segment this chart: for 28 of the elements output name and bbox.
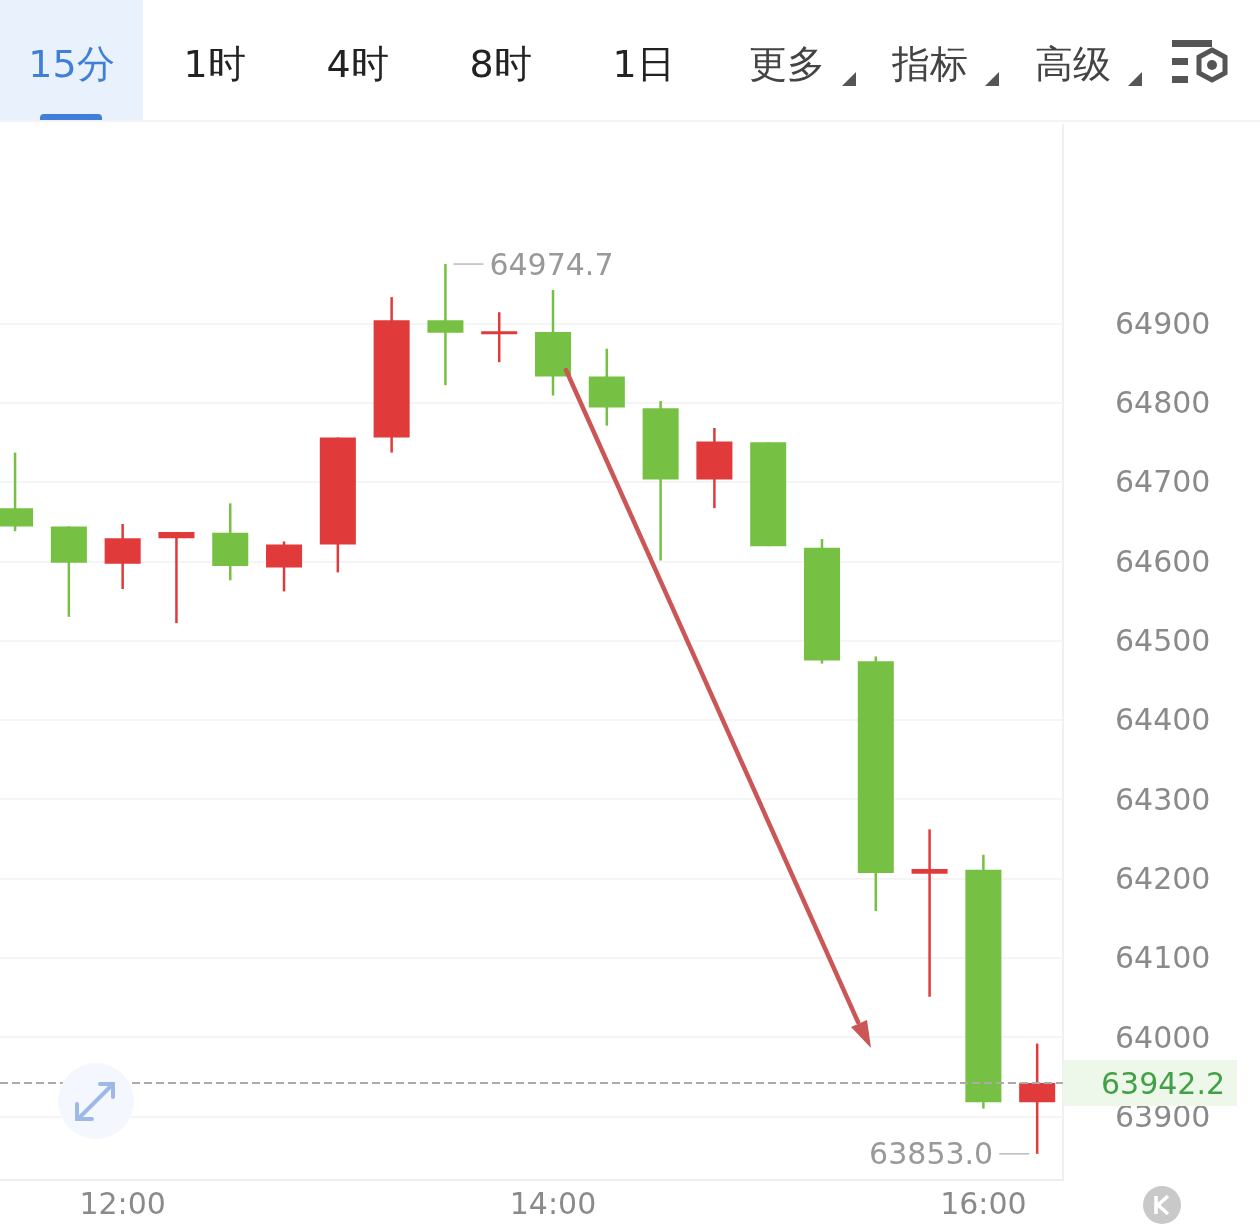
text: 高级 [1033,41,1112,88]
y-tick-label: 64100 [1115,940,1211,976]
text: 4时 [325,41,390,88]
text: 更多 [747,41,826,88]
candlestick [481,310,518,364]
candlestick [911,828,948,999]
y-tick-label: 64200 [1115,861,1211,897]
y-tick-label: 64000 [1115,1019,1211,1055]
y-tick-label: 64500 [1115,623,1211,659]
y-tick-label: 64400 [1115,702,1211,738]
y-tick-label: 64300 [1115,781,1211,817]
x-tick-label: 14:00 [509,1185,597,1221]
text: 8时 [468,41,533,88]
y-tick-label: 64600 [1115,543,1211,579]
x-tick-label: 12:00 [79,1185,166,1221]
candlestick [158,530,195,625]
text: 15分 [0,0,143,120]
text: 指标 [890,41,969,88]
y-tick-label: 64800 [1115,385,1211,421]
y-tick-label: 64900 [1115,305,1211,341]
text: 1日 [611,41,676,88]
x-tick-label: 16:00 [940,1185,1027,1221]
annotation: 64974.7 [489,246,614,282]
text: 1时 [182,41,247,88]
y-tick-label: 63900 [1115,1099,1211,1135]
y-tick-label: 64700 [1115,464,1211,500]
annotation: 63853.0 [869,1136,994,1172]
ref-line-label: 63942.2 [1101,1065,1226,1101]
